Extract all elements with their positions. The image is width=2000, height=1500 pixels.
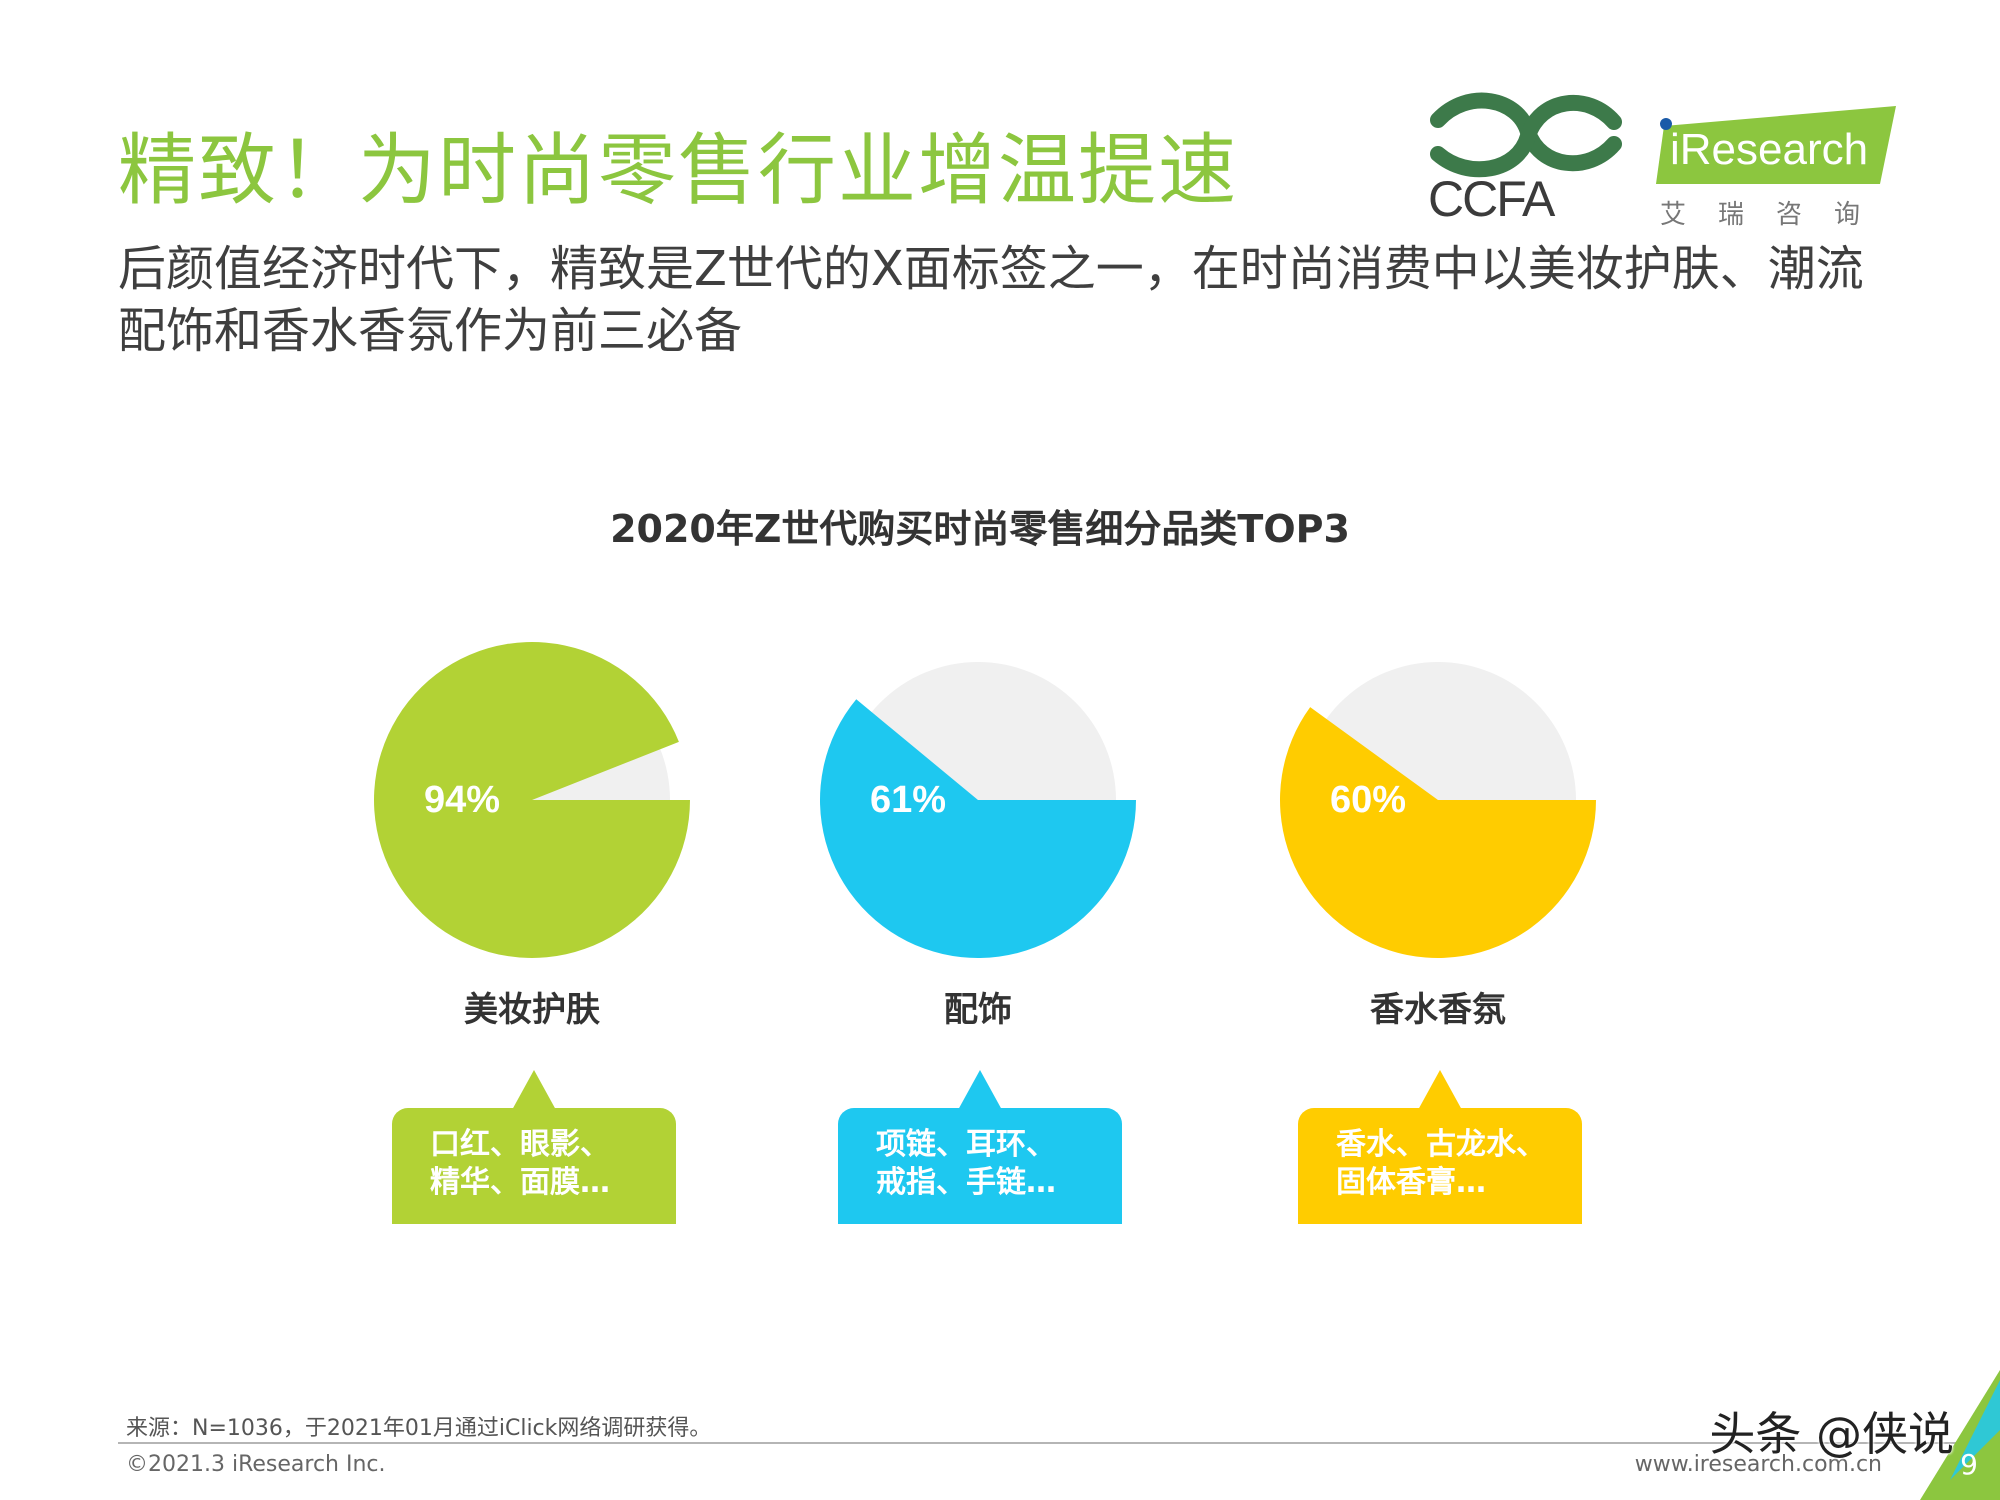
ccfa-wordmark: CCFA — [1428, 171, 1555, 227]
pie-value-label: 60% — [1330, 779, 1406, 821]
pie-value-label: 94% — [424, 779, 500, 821]
callout-box: 项链、耳环、 戒指、手链… — [838, 1108, 1122, 1224]
callout-pointer — [512, 1070, 556, 1110]
category-label: 香水香氛 — [1370, 990, 1506, 1030]
ccfa-emblem-icon — [1430, 92, 1622, 178]
watermark: 头条 @侠说 — [1709, 1407, 1954, 1461]
copyright: ©2021.3 iResearch Inc. — [126, 1452, 386, 1477]
callout-box: 香水、古龙水、 固体香膏… — [1298, 1108, 1582, 1224]
pie-panel: 61% 配饰项链、耳环、 戒指、手链… — [768, 640, 1188, 1240]
callout-pointer — [958, 1070, 1002, 1110]
pie-value-slice — [1280, 707, 1596, 958]
pie-value-label: 61% — [870, 779, 946, 821]
category-label: 美妆护肤 — [464, 990, 600, 1030]
category-label: 配饰 — [944, 990, 1012, 1030]
pie-value-slice — [374, 641, 690, 958]
example-callout: 项链、耳环、 戒指、手链… — [838, 1070, 1122, 1224]
iresearch-wordmark: iResearch — [1670, 125, 1868, 174]
callout-text: 项链、耳环、 — [876, 1127, 1056, 1162]
chart-title: 2020年Z世代购买时尚零售细分品类TOP3 — [610, 507, 1350, 551]
example-callout: 香水、古龙水、 固体香膏… — [1298, 1070, 1582, 1224]
callout-text: 戒指、手链… — [876, 1165, 1056, 1200]
website-url: www.iresearch.com.cn — [1634, 1452, 1882, 1477]
source-note: 来源：N=1036，于2021年01月通过iClick网络调研获得。 — [126, 1416, 712, 1441]
pie-chart: 94% — [374, 641, 690, 958]
page-title: 精致！为时尚零售行业增温提速 — [118, 126, 1239, 216]
iresearch-badge-icon: iResearch — [1656, 106, 1896, 184]
corner-decoration — [1920, 1370, 2000, 1500]
pie-panel: 60% 香水香氛香水、古龙水、 固体香膏… — [1228, 640, 1648, 1240]
pie-value-slice — [820, 699, 1136, 958]
page-number: 9 — [1960, 1448, 1978, 1481]
callout-text: 精华、面膜… — [430, 1165, 610, 1200]
callout-text: 口红、眼影、 — [430, 1127, 610, 1162]
ccfa-logo: CCFA — [1428, 92, 1624, 232]
pie-chart: 60% — [1280, 662, 1596, 958]
callout-box: 口红、眼影、 精华、面膜… — [392, 1108, 676, 1224]
pie-panel: 94% 美妆护肤口红、眼影、 精华、面膜… — [322, 640, 742, 1240]
iresearch-cn-name: 艾瑞咨询 — [1660, 200, 1893, 230]
footer-divider — [118, 1442, 1958, 1444]
page-subtitle: 后颜值经济时代下，精致是Z世代的X面标签之一，在时尚消费中以美妆护肤、潮流配饰和… — [118, 241, 1864, 359]
callout-pointer — [1418, 1070, 1462, 1110]
example-callout: 口红、眼影、 精华、面膜… — [392, 1070, 676, 1224]
pie-chart: 61% — [820, 662, 1136, 958]
callout-text: 固体香膏… — [1336, 1165, 1486, 1200]
callout-text: 香水、古龙水、 — [1336, 1127, 1546, 1162]
iresearch-logo: iResearch 艾瑞咨询 — [1650, 100, 1900, 230]
